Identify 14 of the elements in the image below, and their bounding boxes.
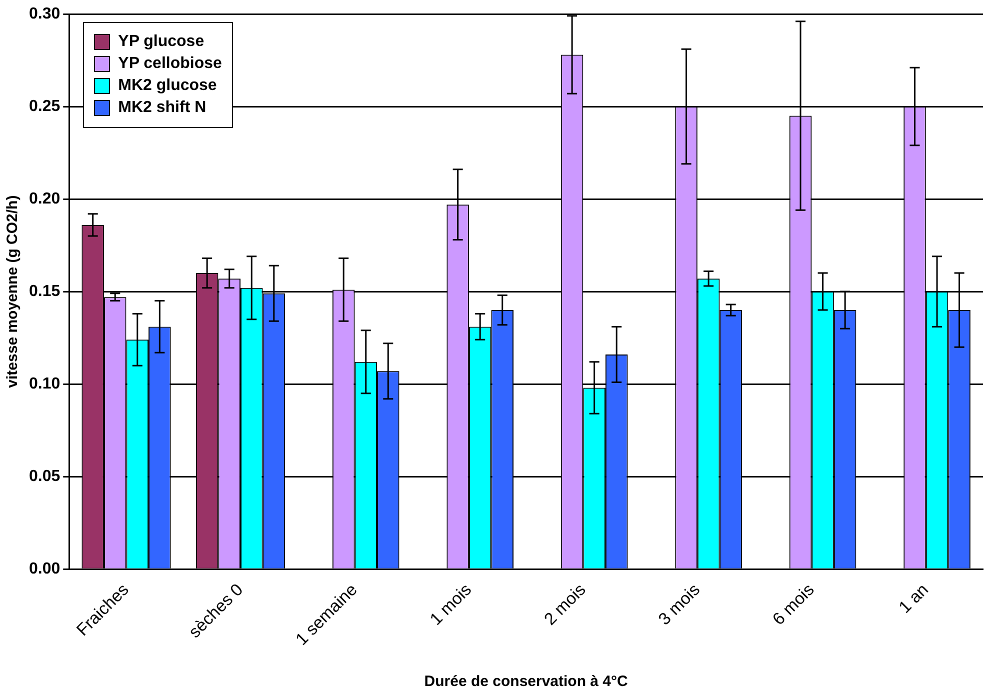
y-tick-label: 0.00	[29, 560, 60, 578]
x-tick-label: 1 an	[895, 580, 932, 617]
y-tick-label: 0.05	[29, 468, 60, 485]
legend-label: MK2 shift N	[118, 99, 206, 117]
legend-label: YP cellobiose	[118, 55, 222, 73]
legend-label: MK2 glucose	[118, 77, 217, 95]
y-tick-label: 0.20	[29, 190, 60, 208]
y-tick-label: 0.30	[29, 5, 60, 22]
y-axis-title: vitesse moyenne (g CO2/h)	[4, 195, 22, 388]
y-tick-label: 0.10	[29, 375, 60, 392]
legend-label: YP glucose	[118, 33, 204, 51]
y-tick-label: 0.25	[29, 98, 60, 115]
x-axis-title: Durée de conservation à 4°C	[424, 673, 628, 690]
y-tick-label: 0.15	[29, 282, 60, 300]
